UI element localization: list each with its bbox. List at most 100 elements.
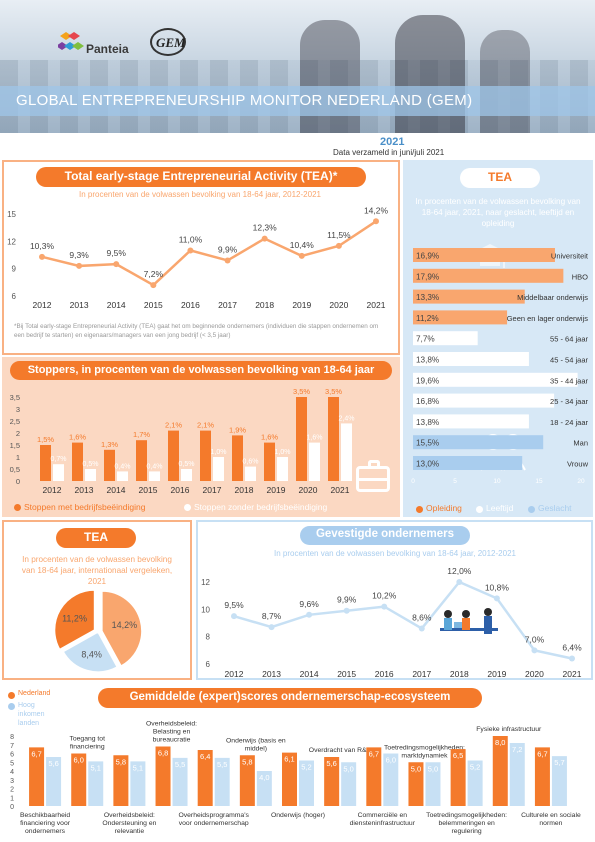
tea-breakdown-category: Man [573, 439, 588, 448]
tea-data-label: 9,9% [218, 244, 238, 254]
ecosystem-label-nederland: 6,4 [200, 752, 210, 761]
ecosystem-label-hoog-inkomen: 5,6 [48, 759, 58, 768]
ecosystem-title: Gemiddelde (expert)scores ondernemerscha… [129, 691, 451, 703]
ecosystem-bar-nederland [450, 749, 466, 806]
tea-footnote: *Bij Total early-stage Entrepreneurial A… [14, 323, 379, 339]
stoppers-label-without: 0,4% [147, 463, 163, 470]
ecosystem-label-nederland: 5,8 [116, 757, 126, 766]
tea-breakdown-title-pill [460, 168, 540, 188]
gevestigde-data-point [268, 624, 275, 631]
tea-breakdown-bar [413, 414, 529, 429]
ecosystem-category-bottom: Culturele en sociale normen [521, 812, 581, 827]
pie-value-label: 11,2% [62, 613, 87, 623]
y-tick-label: 10 [201, 605, 210, 614]
ecosystem-bar-hoog-inkomen [299, 760, 314, 806]
y-tick-label: 3 [16, 405, 20, 414]
x-tick-label: 2013 [70, 300, 89, 310]
tea-breakdown-bar [413, 372, 578, 387]
tea-data-point [373, 218, 379, 225]
tea-international-title: TEA [84, 530, 108, 544]
tea-breakdown-category: 55 - 64 jaar [550, 335, 588, 344]
ecosystem-bar-hoog-inkomen [46, 757, 62, 806]
tea-breakdown-category: Geen en lager onderwijs [507, 314, 589, 323]
ecosystem-bar-hoog-inkomen [130, 761, 146, 806]
ecosystem-label-hoog-inkomen: 5,7 [554, 758, 564, 767]
tea-breakdown-chart: 16,9% Universiteit 17,9% HBO 13,3% Middelbaar… [411, 248, 589, 485]
stoppers-bar-with [232, 435, 243, 481]
legend-opleiding: Opleiding [426, 503, 462, 513]
pie-name-nederland: Nederland [144, 604, 183, 614]
gevestigde-data-label: 9,5% [224, 600, 244, 610]
gevestigde-series-line [233, 580, 573, 660]
ecosystem-category-top: Fysieke infrastructuur [476, 726, 542, 733]
ecosystem-category-bottom: Commerciële en diensteninfrastructuur [350, 812, 416, 827]
ecosystem-category-bottom: Beschikbaarheid financiering voor ondernem… [20, 812, 71, 835]
x-tick-label: 2016 [375, 669, 394, 679]
ecosystem-label-hoog-inkomen: 5,2 [301, 763, 311, 772]
ecosystem-label-nederland: 6,7 [537, 749, 547, 758]
stoppers-legend: Stoppen met bedrijfsbeëindiging Stoppen … [10, 502, 390, 514]
tea-breakdown-value: 16,8% [416, 397, 439, 406]
tea-data-point [113, 261, 120, 268]
stoppers-label-with: 1,7% [133, 430, 150, 439]
x-tick-label: 2019 [267, 485, 286, 495]
ecosystem-label-hoog-inkomen: 7,2 [512, 745, 522, 754]
gevestigde-data-point [343, 607, 350, 614]
tea-breakdown-value: 16,9% [416, 252, 439, 261]
x-tick-label: 20 [577, 478, 585, 485]
tea-breakdown-category: HBO [572, 272, 588, 281]
gem-logo: GEM [150, 28, 186, 56]
ecosystem-bar-nederland [239, 755, 255, 806]
y-tick-label: 3 [10, 778, 14, 785]
tea-data-label: 11,0% [179, 234, 203, 244]
pie-value-label: 8,4% [81, 649, 102, 659]
stoppers-label-with: 1,9% [229, 425, 246, 434]
tea-breakdown-category: 35 - 44 jaar [550, 376, 588, 385]
page-title: GLOBAL ENTREPRENEURSHIP MONITOR NEDERLAN… [16, 92, 473, 109]
legend-dot-orange [14, 504, 21, 511]
office-people-illustration [436, 606, 502, 644]
tea-data-label: 10,4% [290, 240, 315, 250]
ecosystem-label-hoog-inkomen: 6,0 [386, 756, 396, 765]
panteia-logo: Panteia [56, 30, 129, 60]
tea-data-point [298, 252, 305, 259]
tea-data-label: 9,3% [69, 250, 89, 260]
stoppers-bar-without [117, 471, 128, 481]
stoppers-bar-without [149, 471, 160, 481]
tea-breakdown-value: 15,5% [416, 439, 439, 448]
gevestigde-data-point [456, 579, 463, 585]
legend-dot-white [184, 504, 191, 511]
stoppers-bar-with [296, 397, 307, 481]
x-tick-label: 2012 [33, 300, 52, 310]
stoppers-label-with: 1,3% [101, 440, 118, 449]
x-tick-label: 2014 [107, 300, 126, 310]
x-tick-label: 2017 [203, 485, 222, 495]
ecosystem-label-hoog-inkomen: 5,1 [91, 763, 101, 772]
pie-name-eu: EU-lidstaten [10, 666, 57, 676]
gevestigde-data-label: 8,6% [412, 612, 432, 622]
tea-series-line [41, 220, 377, 287]
stoppers-label-without: 0,5% [83, 461, 99, 468]
ecosystem-bar-nederland [113, 755, 129, 806]
y-tick-label: 6 [206, 660, 211, 669]
tea-breakdown-value: 7,7% [416, 335, 435, 344]
y-tick-label: 5 [10, 760, 14, 767]
stoppers-label-without: 1,0% [211, 449, 227, 456]
x-tick-label: 2021 [563, 669, 582, 679]
tea-data-point [335, 242, 342, 249]
gevestigde-data-point [418, 625, 425, 632]
tea-data-point [224, 257, 231, 264]
stoppers-bar-with [72, 442, 83, 481]
stoppers-bar-without [309, 442, 320, 481]
x-tick-label: 2021 [331, 485, 350, 495]
title-band [0, 86, 595, 116]
ecosystem-label-hoog-inkomen: 4,0 [259, 773, 269, 782]
gevestigde-data-label: 8,7% [262, 611, 282, 621]
stoppers-bar-without [245, 466, 256, 481]
tea-breakdown-category: Universiteit [551, 252, 589, 261]
y-tick-label: 3,5 [10, 393, 20, 402]
x-tick-label: 2019 [292, 300, 311, 310]
y-tick-label: 6 [12, 292, 17, 301]
x-tick-label: 2020 [329, 300, 348, 310]
